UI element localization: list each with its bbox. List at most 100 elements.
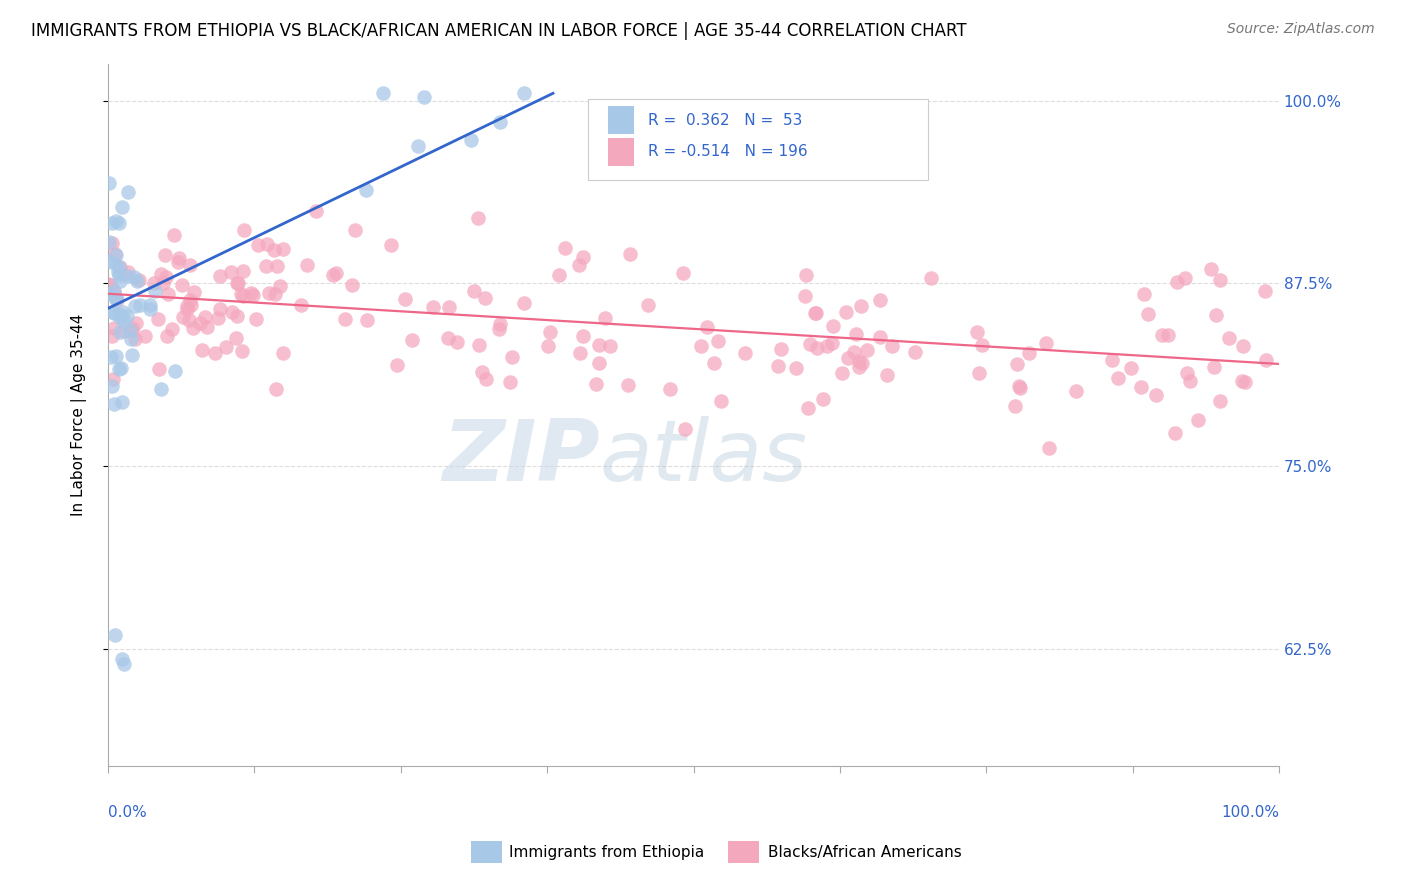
Point bbox=[1004, 399, 1026, 413]
Point bbox=[117, 309, 139, 323]
Point bbox=[208, 302, 231, 317]
Point bbox=[221, 304, 243, 318]
Point bbox=[104, 257, 127, 271]
Point bbox=[204, 346, 226, 360]
Point bbox=[1035, 336, 1057, 351]
Point bbox=[155, 269, 177, 284]
Point bbox=[112, 324, 135, 338]
Point bbox=[673, 422, 696, 436]
Point bbox=[1254, 284, 1277, 298]
Point bbox=[134, 329, 156, 343]
Point bbox=[1005, 357, 1028, 371]
Point bbox=[207, 310, 229, 325]
Point bbox=[254, 259, 277, 273]
Point bbox=[340, 278, 363, 293]
Point bbox=[1180, 374, 1202, 388]
Point bbox=[972, 338, 994, 352]
Point bbox=[231, 344, 253, 359]
Point bbox=[588, 356, 610, 370]
Point bbox=[271, 242, 294, 256]
Point bbox=[290, 298, 312, 312]
Point bbox=[322, 268, 344, 282]
Point bbox=[1232, 338, 1254, 352]
Point bbox=[111, 652, 134, 666]
Point bbox=[1208, 273, 1230, 287]
Point bbox=[107, 260, 129, 274]
Point bbox=[98, 254, 121, 268]
Point bbox=[1234, 376, 1257, 390]
Point bbox=[1007, 379, 1029, 393]
Point bbox=[1144, 388, 1167, 402]
Point bbox=[103, 284, 125, 298]
Point bbox=[101, 216, 124, 230]
Text: R = -0.514   N = 196: R = -0.514 N = 196 bbox=[648, 145, 807, 160]
Point bbox=[120, 323, 142, 337]
Point bbox=[385, 359, 408, 373]
Point bbox=[111, 267, 134, 281]
Point bbox=[815, 339, 838, 353]
Point bbox=[1107, 371, 1129, 385]
Point bbox=[489, 317, 512, 331]
Point bbox=[129, 298, 152, 312]
Text: 100.0%: 100.0% bbox=[1220, 805, 1279, 820]
Point bbox=[105, 349, 128, 363]
Point bbox=[599, 339, 621, 353]
Point bbox=[659, 382, 682, 396]
Point bbox=[259, 285, 281, 300]
Point bbox=[1101, 353, 1123, 368]
Point bbox=[101, 304, 124, 318]
Point bbox=[325, 266, 347, 280]
Point bbox=[195, 320, 218, 334]
Point bbox=[165, 364, 187, 378]
Point bbox=[103, 306, 125, 320]
Point bbox=[156, 329, 179, 343]
Point bbox=[439, 300, 461, 314]
Point bbox=[1202, 359, 1225, 374]
Point bbox=[471, 365, 494, 379]
Point bbox=[101, 379, 124, 393]
Point bbox=[264, 286, 287, 301]
Point bbox=[499, 375, 522, 389]
Point bbox=[229, 286, 252, 301]
Point bbox=[837, 351, 859, 365]
Point bbox=[97, 277, 120, 292]
Point bbox=[208, 268, 231, 283]
Point bbox=[176, 302, 198, 317]
Point bbox=[188, 316, 211, 330]
Point bbox=[1157, 327, 1180, 342]
Point bbox=[876, 368, 898, 383]
Point bbox=[105, 291, 128, 305]
Point bbox=[672, 266, 695, 280]
Point bbox=[215, 340, 238, 354]
Point bbox=[794, 268, 817, 282]
Bar bbox=[607, 106, 634, 135]
Text: ZIP: ZIP bbox=[443, 416, 600, 499]
Point bbox=[107, 268, 129, 283]
Point bbox=[869, 293, 891, 307]
Point bbox=[813, 392, 835, 406]
Point bbox=[1018, 346, 1040, 360]
Point bbox=[139, 298, 162, 312]
Point bbox=[394, 292, 416, 306]
Text: Blacks/African Americans: Blacks/African Americans bbox=[768, 846, 962, 860]
Point bbox=[97, 235, 120, 249]
Point bbox=[356, 312, 378, 326]
Point bbox=[179, 258, 201, 272]
Point bbox=[117, 186, 139, 200]
Point bbox=[848, 360, 870, 375]
Point bbox=[256, 236, 278, 251]
Point bbox=[849, 299, 872, 313]
Point bbox=[110, 325, 132, 339]
Point bbox=[1205, 308, 1227, 322]
Point bbox=[139, 302, 162, 317]
Point bbox=[263, 243, 285, 257]
Point bbox=[572, 328, 595, 343]
Point bbox=[232, 289, 254, 303]
Point bbox=[121, 325, 143, 339]
Point bbox=[115, 269, 138, 284]
Point bbox=[463, 284, 485, 298]
Point bbox=[108, 311, 131, 326]
Point bbox=[124, 299, 146, 313]
Text: atlas: atlas bbox=[600, 416, 808, 499]
Point bbox=[191, 343, 214, 358]
